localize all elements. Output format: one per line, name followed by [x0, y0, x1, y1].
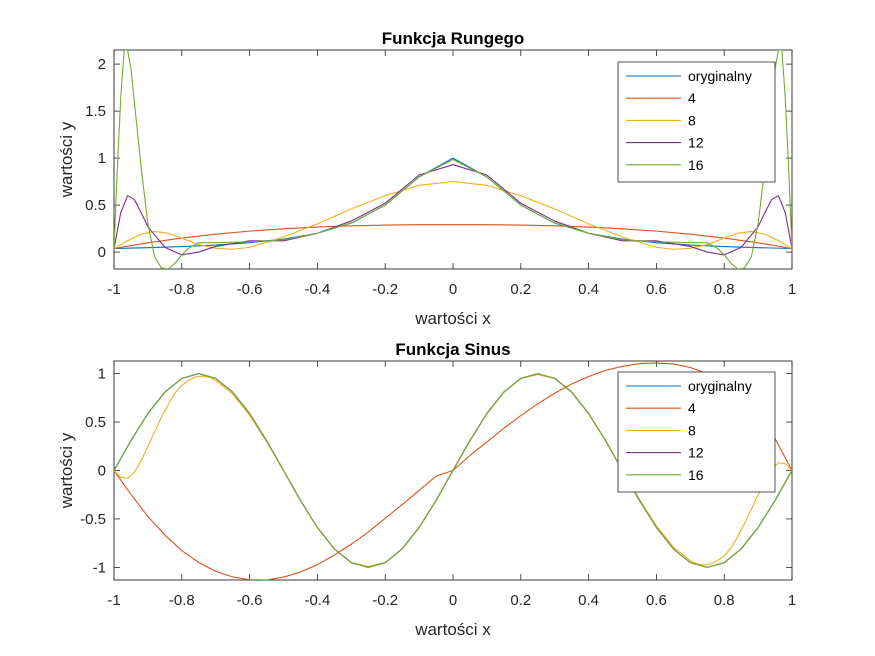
x-tick-label: -0.6 — [237, 281, 263, 298]
x-axis-label: wartości x — [414, 620, 491, 639]
legend-label: oryginalny — [688, 378, 752, 394]
y-tick-label: 1 — [98, 150, 106, 167]
x-tick-label: 0 — [449, 592, 457, 609]
x-tick-label: -0.8 — [169, 281, 195, 298]
legend-label: 4 — [688, 400, 696, 416]
legend-label: 4 — [688, 90, 696, 106]
x-tick-label: 0.8 — [714, 281, 735, 298]
sine-plot-panel: -1 -0.8 -0.6 -0.4 -0.2 0 0.2 0.4 0.6 0.8 1 -1 -0.5 0 0… — [57, 340, 796, 639]
legend-label: 16 — [688, 467, 704, 483]
y-axis-label: wartości y — [57, 121, 76, 198]
legend-label: 8 — [688, 112, 696, 128]
x-tick-label: 0.8 — [714, 592, 735, 609]
y-tick-label: -0.5 — [80, 511, 106, 528]
series-lines — [114, 362, 792, 580]
y-tick-label: 0.5 — [85, 414, 106, 431]
series-line-16 — [114, 50, 792, 269]
y-tick-label: 0 — [98, 244, 106, 261]
chart-title: Funkcja Sinus — [395, 340, 510, 359]
x-tick-label: -0.8 — [169, 592, 195, 609]
x-tick-label: -0.2 — [372, 281, 398, 298]
series-line-8 — [114, 181, 792, 250]
y-tick-label: 1.5 — [85, 103, 106, 120]
x-tick-label: -0.4 — [304, 592, 330, 609]
y-tick-label: 0.5 — [85, 197, 106, 214]
legend: oryginalny 4 8 12 16 — [617, 371, 776, 493]
series-line-4 — [114, 224, 792, 250]
series-line-12 — [114, 164, 792, 256]
legend-label: 8 — [688, 422, 696, 438]
x-tick-label: -1 — [107, 592, 120, 609]
y-axis-label: wartości y — [57, 432, 76, 509]
x-tick-label: 0.2 — [510, 281, 531, 298]
legend-label: 12 — [688, 135, 704, 151]
y-tick-label: 1 — [98, 366, 106, 383]
x-tick-label: 0.4 — [578, 281, 599, 298]
legend-label: 12 — [688, 445, 704, 461]
x-tick-label: 0.2 — [510, 592, 531, 609]
x-axis-label: wartości x — [414, 309, 491, 328]
y-tick-label: 0 — [98, 463, 106, 480]
legend-label: oryginalny — [688, 68, 752, 84]
x-tick-label: -0.6 — [237, 592, 263, 609]
runge-plot-panel: -1 -0.8 -0.6 -0.4 -0.2 0 0.2 0.4 0.6 0.8 1 0 0.5 1 1.5… — [57, 29, 796, 328]
x-tick-label: 0.6 — [646, 281, 667, 298]
x-tick-label: 0.4 — [578, 592, 599, 609]
x-tick-label: -0.2 — [372, 592, 398, 609]
legend-box — [617, 371, 776, 493]
legend: oryginalny 4 8 12 16 — [617, 61, 776, 183]
x-tick-label: -1 — [107, 281, 120, 298]
series-lines — [114, 50, 792, 269]
y-tick-label: -1 — [93, 559, 106, 576]
x-tick-label: -0.4 — [304, 281, 330, 298]
legend-label: 16 — [688, 157, 704, 173]
x-tick-label: 1 — [788, 592, 796, 609]
x-tick-label: 0 — [449, 281, 457, 298]
x-tick-label: 0.6 — [646, 592, 667, 609]
series-line-16 — [114, 373, 792, 568]
y-tick-label: 2 — [98, 56, 106, 73]
legend-box — [617, 61, 776, 183]
chart-title: Funkcja Rungego — [382, 29, 525, 48]
x-tick-label: 1 — [788, 281, 796, 298]
